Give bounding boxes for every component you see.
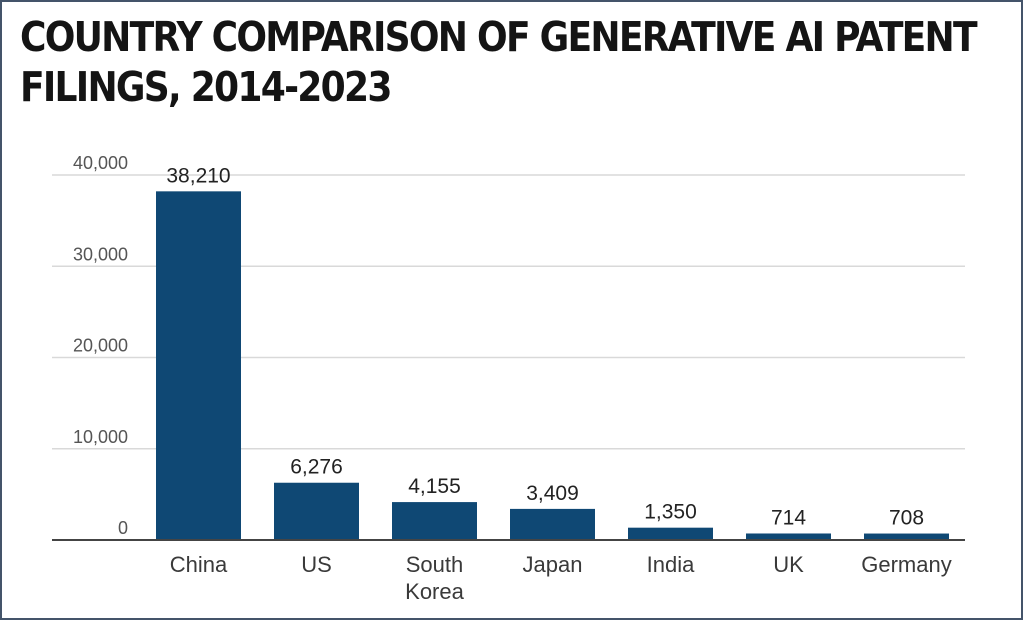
x-tick-label: China [170,552,228,577]
bar [274,482,359,540]
data-label: 4,155 [408,475,461,498]
bar [156,191,241,541]
x-tick-label: South [406,552,464,577]
x-tick-label: US [301,552,332,577]
y-tick-label: 40,000 [73,153,128,173]
x-tick-label: India [647,552,695,577]
value-labels: 38,210 6,276 4,155 3,409 1,350 714 708 [166,164,924,529]
y-tick-label: 20,000 [73,336,128,356]
y-tick-label: 10,000 [73,427,128,447]
bar [746,533,831,540]
y-tick-label: 30,000 [73,244,128,264]
data-label: 38,210 [166,164,230,187]
x-tick-label: Germany [861,552,951,577]
data-label: 714 [771,506,806,529]
data-label: 708 [889,507,924,530]
x-tick-label: Korea [405,579,464,604]
y-axis-ticks: 0 10,000 20,000 30,000 40,000 [73,153,128,538]
chart-title-line-1: COUNTRY COMPARISON OF GENERATIVE AI PATE… [20,13,978,61]
bars [156,191,949,541]
bar [628,527,713,540]
bar [392,502,477,540]
bar [510,508,595,540]
chart-title-line-2: FILINGS, 2014-2023 [20,63,392,111]
data-label: 1,350 [644,501,697,524]
x-tick-label: UK [773,552,804,577]
x-tick-label: Japan [523,552,583,577]
data-label: 6,276 [290,456,343,479]
y-tick-label: 0 [118,518,128,538]
data-label: 3,409 [526,482,579,505]
bar [864,533,949,540]
chart-title: COUNTRY COMPARISON OF GENERATIVE AI PATE… [20,12,978,112]
